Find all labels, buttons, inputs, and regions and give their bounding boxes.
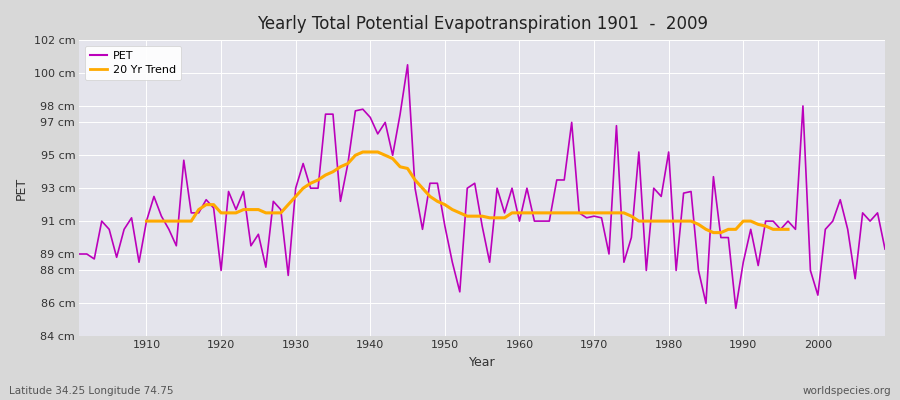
Text: worldspecies.org: worldspecies.org: [803, 386, 891, 396]
X-axis label: Year: Year: [469, 356, 496, 369]
Y-axis label: PET: PET: [15, 177, 28, 200]
Legend: PET, 20 Yr Trend: PET, 20 Yr Trend: [85, 46, 182, 80]
Text: Latitude 34.25 Longitude 74.75: Latitude 34.25 Longitude 74.75: [9, 386, 174, 396]
Title: Yearly Total Potential Evapotranspiration 1901  -  2009: Yearly Total Potential Evapotranspiratio…: [256, 15, 707, 33]
